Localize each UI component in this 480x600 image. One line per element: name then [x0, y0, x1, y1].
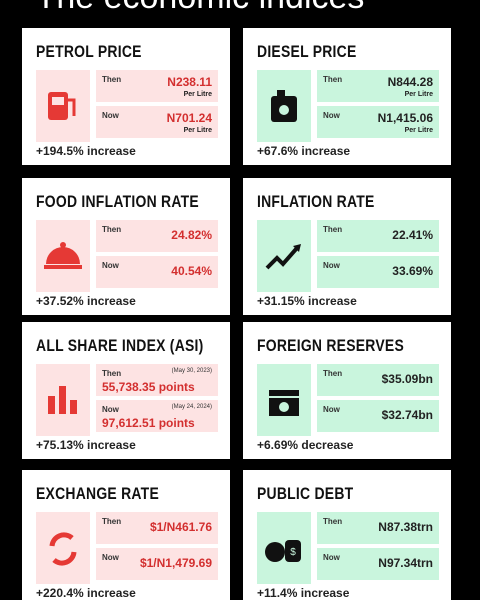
now-label: Now	[102, 111, 119, 120]
then-row: Then $1/N461.76	[96, 512, 218, 544]
now-label: Now	[323, 553, 340, 562]
card: FOOD INFLATION RATE Then 24.82% Now 40.54% +3…	[22, 178, 230, 315]
then-row: Then N238.11 Per Litre	[96, 70, 218, 102]
then-value: 24.82%	[171, 228, 212, 242]
now-label: Now	[102, 553, 119, 562]
icon-graphic	[44, 242, 82, 269]
then-value: $1/N461.76	[149, 520, 212, 534]
then-row: Then 24.82%	[96, 220, 218, 252]
change-text: +75.13% increase	[36, 438, 136, 452]
now-unit: Per Litre	[183, 127, 212, 134]
then-row: Then N844.28 Per Litre	[317, 70, 439, 102]
now-value: 33.69%	[392, 264, 433, 278]
change-text: +67.6% increase	[257, 144, 351, 158]
then-unit: Per Litre	[404, 91, 433, 98]
card-title: PETROL PRICE	[36, 42, 142, 61]
icon-graphic	[49, 532, 77, 566]
then-label: Then	[102, 75, 122, 84]
then-value: 22.41%	[392, 228, 433, 242]
now-value: $1/N1,479.69	[139, 556, 212, 570]
now-row: Now 40.54%	[96, 256, 218, 288]
then-label: Then	[102, 517, 122, 526]
icon: $	[257, 512, 311, 584]
now-unit: Per Litre	[404, 127, 433, 134]
icon	[257, 364, 311, 436]
then-value: 55,738.35 points	[102, 380, 195, 394]
card: FOREIGN RESERVES Then $35.09bn Now $32.74bn +…	[243, 322, 451, 459]
now-value: $32.74bn	[381, 408, 433, 422]
page-title: The economic indices	[0, 0, 400, 17]
card: EXCHANGE RATE Then $1/N461.76 Now $1/N1,479.…	[22, 470, 230, 600]
change-text: +220.4% increase	[36, 586, 136, 600]
now-row: Now N97.34trn	[317, 548, 439, 580]
change-text: +194.5% increase	[36, 144, 136, 158]
now-row: Now (May 24, 2024) 97,612.51 points	[96, 400, 218, 432]
now-value: N701.24	[166, 111, 212, 125]
icon-graphic	[269, 390, 299, 416]
icon-graphic	[271, 90, 297, 122]
card: DIESEL PRICE Then N844.28 Per Litre Now N1,41…	[243, 28, 451, 165]
now-label: Now	[323, 405, 340, 414]
svg-text:$: $	[290, 547, 296, 558]
now-row: Now N1,415.06 Per Litre	[317, 106, 439, 138]
card-title: PUBLIC DEBT	[257, 484, 354, 503]
icon	[257, 70, 311, 142]
now-label: Now	[323, 111, 340, 120]
now-row: Now 33.69%	[317, 256, 439, 288]
now-row: Now N701.24 Per Litre	[96, 106, 218, 138]
change-text: +11.4% increase	[257, 586, 350, 600]
card: PUBLIC DEBT $ Then N87.38trn Now N97.34trn +11…	[243, 470, 451, 600]
now-value: N1,415.06	[377, 111, 433, 125]
card: ALL SHARE INDEX (ASI) Then (May 30, 2023) 5…	[22, 322, 230, 459]
then-label: Then	[102, 369, 122, 378]
icon	[257, 220, 311, 292]
change-text: +37.52% increase	[36, 294, 136, 308]
now-value: 97,612.51 points	[102, 416, 195, 430]
icon	[36, 512, 90, 584]
card-title: FOREIGN RESERVES	[257, 336, 404, 355]
then-label: Then	[323, 225, 343, 234]
icon	[36, 220, 90, 292]
then-row: Then (May 30, 2023) 55,738.35 points	[96, 364, 218, 396]
then-note: (May 30, 2023)	[171, 368, 212, 374]
then-value: N238.11	[167, 75, 212, 89]
then-unit: Per Litre	[183, 91, 212, 98]
card-title: FOOD INFLATION RATE	[36, 192, 199, 211]
now-note: (May 24, 2024)	[171, 404, 212, 410]
icon-graphic	[265, 244, 301, 270]
card: PETROL PRICE Then N238.11 Per Litre Now N701.…	[22, 28, 230, 165]
then-label: Then	[323, 75, 343, 84]
then-value: $35.09bn	[381, 372, 433, 386]
change-text: +31.15% increase	[257, 294, 357, 308]
then-label: Then	[323, 517, 343, 526]
icon-graphic	[48, 92, 76, 120]
then-row: Then N87.38trn	[317, 512, 439, 544]
now-label: Now	[102, 261, 119, 270]
icon	[36, 70, 90, 142]
icon-graphic	[48, 386, 77, 414]
then-value: N844.28	[387, 75, 433, 89]
then-value: N87.38trn	[378, 520, 433, 534]
now-value: N97.34trn	[378, 556, 433, 570]
then-row: Then $35.09bn	[317, 364, 439, 396]
now-label: Now	[323, 261, 340, 270]
then-row: Then 22.41%	[317, 220, 439, 252]
then-label: Then	[102, 225, 122, 234]
change-text: +6.69% decrease	[257, 438, 354, 452]
icon	[36, 364, 90, 436]
now-row: Now $1/N1,479.69	[96, 548, 218, 580]
card: INFLATION RATE Then 22.41% Now 33.69% +31.15%…	[243, 178, 451, 315]
now-row: Now $32.74bn	[317, 400, 439, 432]
now-value: 40.54%	[171, 264, 212, 278]
now-label: Now	[102, 405, 119, 414]
card-title: ALL SHARE INDEX (ASI)	[36, 336, 204, 355]
card-title: DIESEL PRICE	[257, 42, 357, 61]
card-title: EXCHANGE RATE	[36, 484, 159, 503]
then-label: Then	[323, 369, 343, 378]
card-title: INFLATION RATE	[257, 192, 375, 211]
icon-graphic: $	[265, 540, 301, 562]
